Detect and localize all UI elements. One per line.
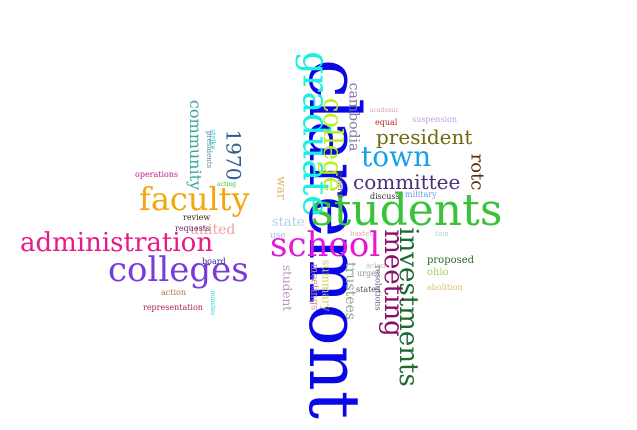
word-cambodia: cambodia [345, 82, 362, 152]
word-states: states [356, 285, 381, 294]
word-requests: requests [175, 224, 210, 233]
word-faculty: faculty [139, 180, 250, 218]
word-urges: urges [357, 269, 380, 278]
word-united: united [190, 222, 236, 238]
word-community: community [186, 99, 206, 191]
word-ohio: ohio [427, 267, 449, 278]
word-discuss: discuss [370, 192, 400, 201]
word-school: school [270, 225, 381, 265]
word-meetings: meetings [308, 263, 320, 311]
word-acting: acting [217, 181, 236, 188]
word-committee: committee [353, 170, 461, 194]
word-colleges: colleges [108, 250, 249, 290]
word-review: review [183, 213, 211, 222]
word-rotc: rotc [466, 153, 488, 191]
word-academic: academic [370, 107, 399, 114]
word-general: general [336, 170, 345, 199]
word-student: student [280, 264, 295, 312]
word-action: action [161, 288, 186, 297]
word-state: state [272, 215, 305, 230]
word-acted: acted [366, 262, 386, 270]
word-suspension: suspension [412, 115, 458, 124]
word-military: military [405, 190, 437, 199]
word-town: town [361, 140, 432, 173]
word-abolition: abolition [427, 283, 463, 292]
word-use: use [270, 231, 286, 241]
word-presidents: presidents [205, 130, 214, 169]
word-equal: equal [375, 118, 398, 127]
word-operations: operations [135, 170, 179, 179]
word-1970: 1970 [221, 129, 246, 181]
word-students: students [311, 185, 503, 236]
word-representation: representation [143, 303, 203, 312]
word-tion: tion [435, 230, 449, 238]
word-minutes: minutes [209, 290, 217, 316]
word-baxter: baxter [350, 230, 373, 238]
word-president: president [376, 125, 473, 149]
word-trustees: trustees [341, 262, 358, 320]
word-proposed: proposed [427, 255, 475, 266]
word-meeting: meeting [377, 229, 408, 337]
word-war: war [274, 176, 289, 200]
word-board: board [202, 257, 226, 266]
word-administration: administration [20, 228, 214, 258]
word-summary: summary [319, 259, 333, 312]
